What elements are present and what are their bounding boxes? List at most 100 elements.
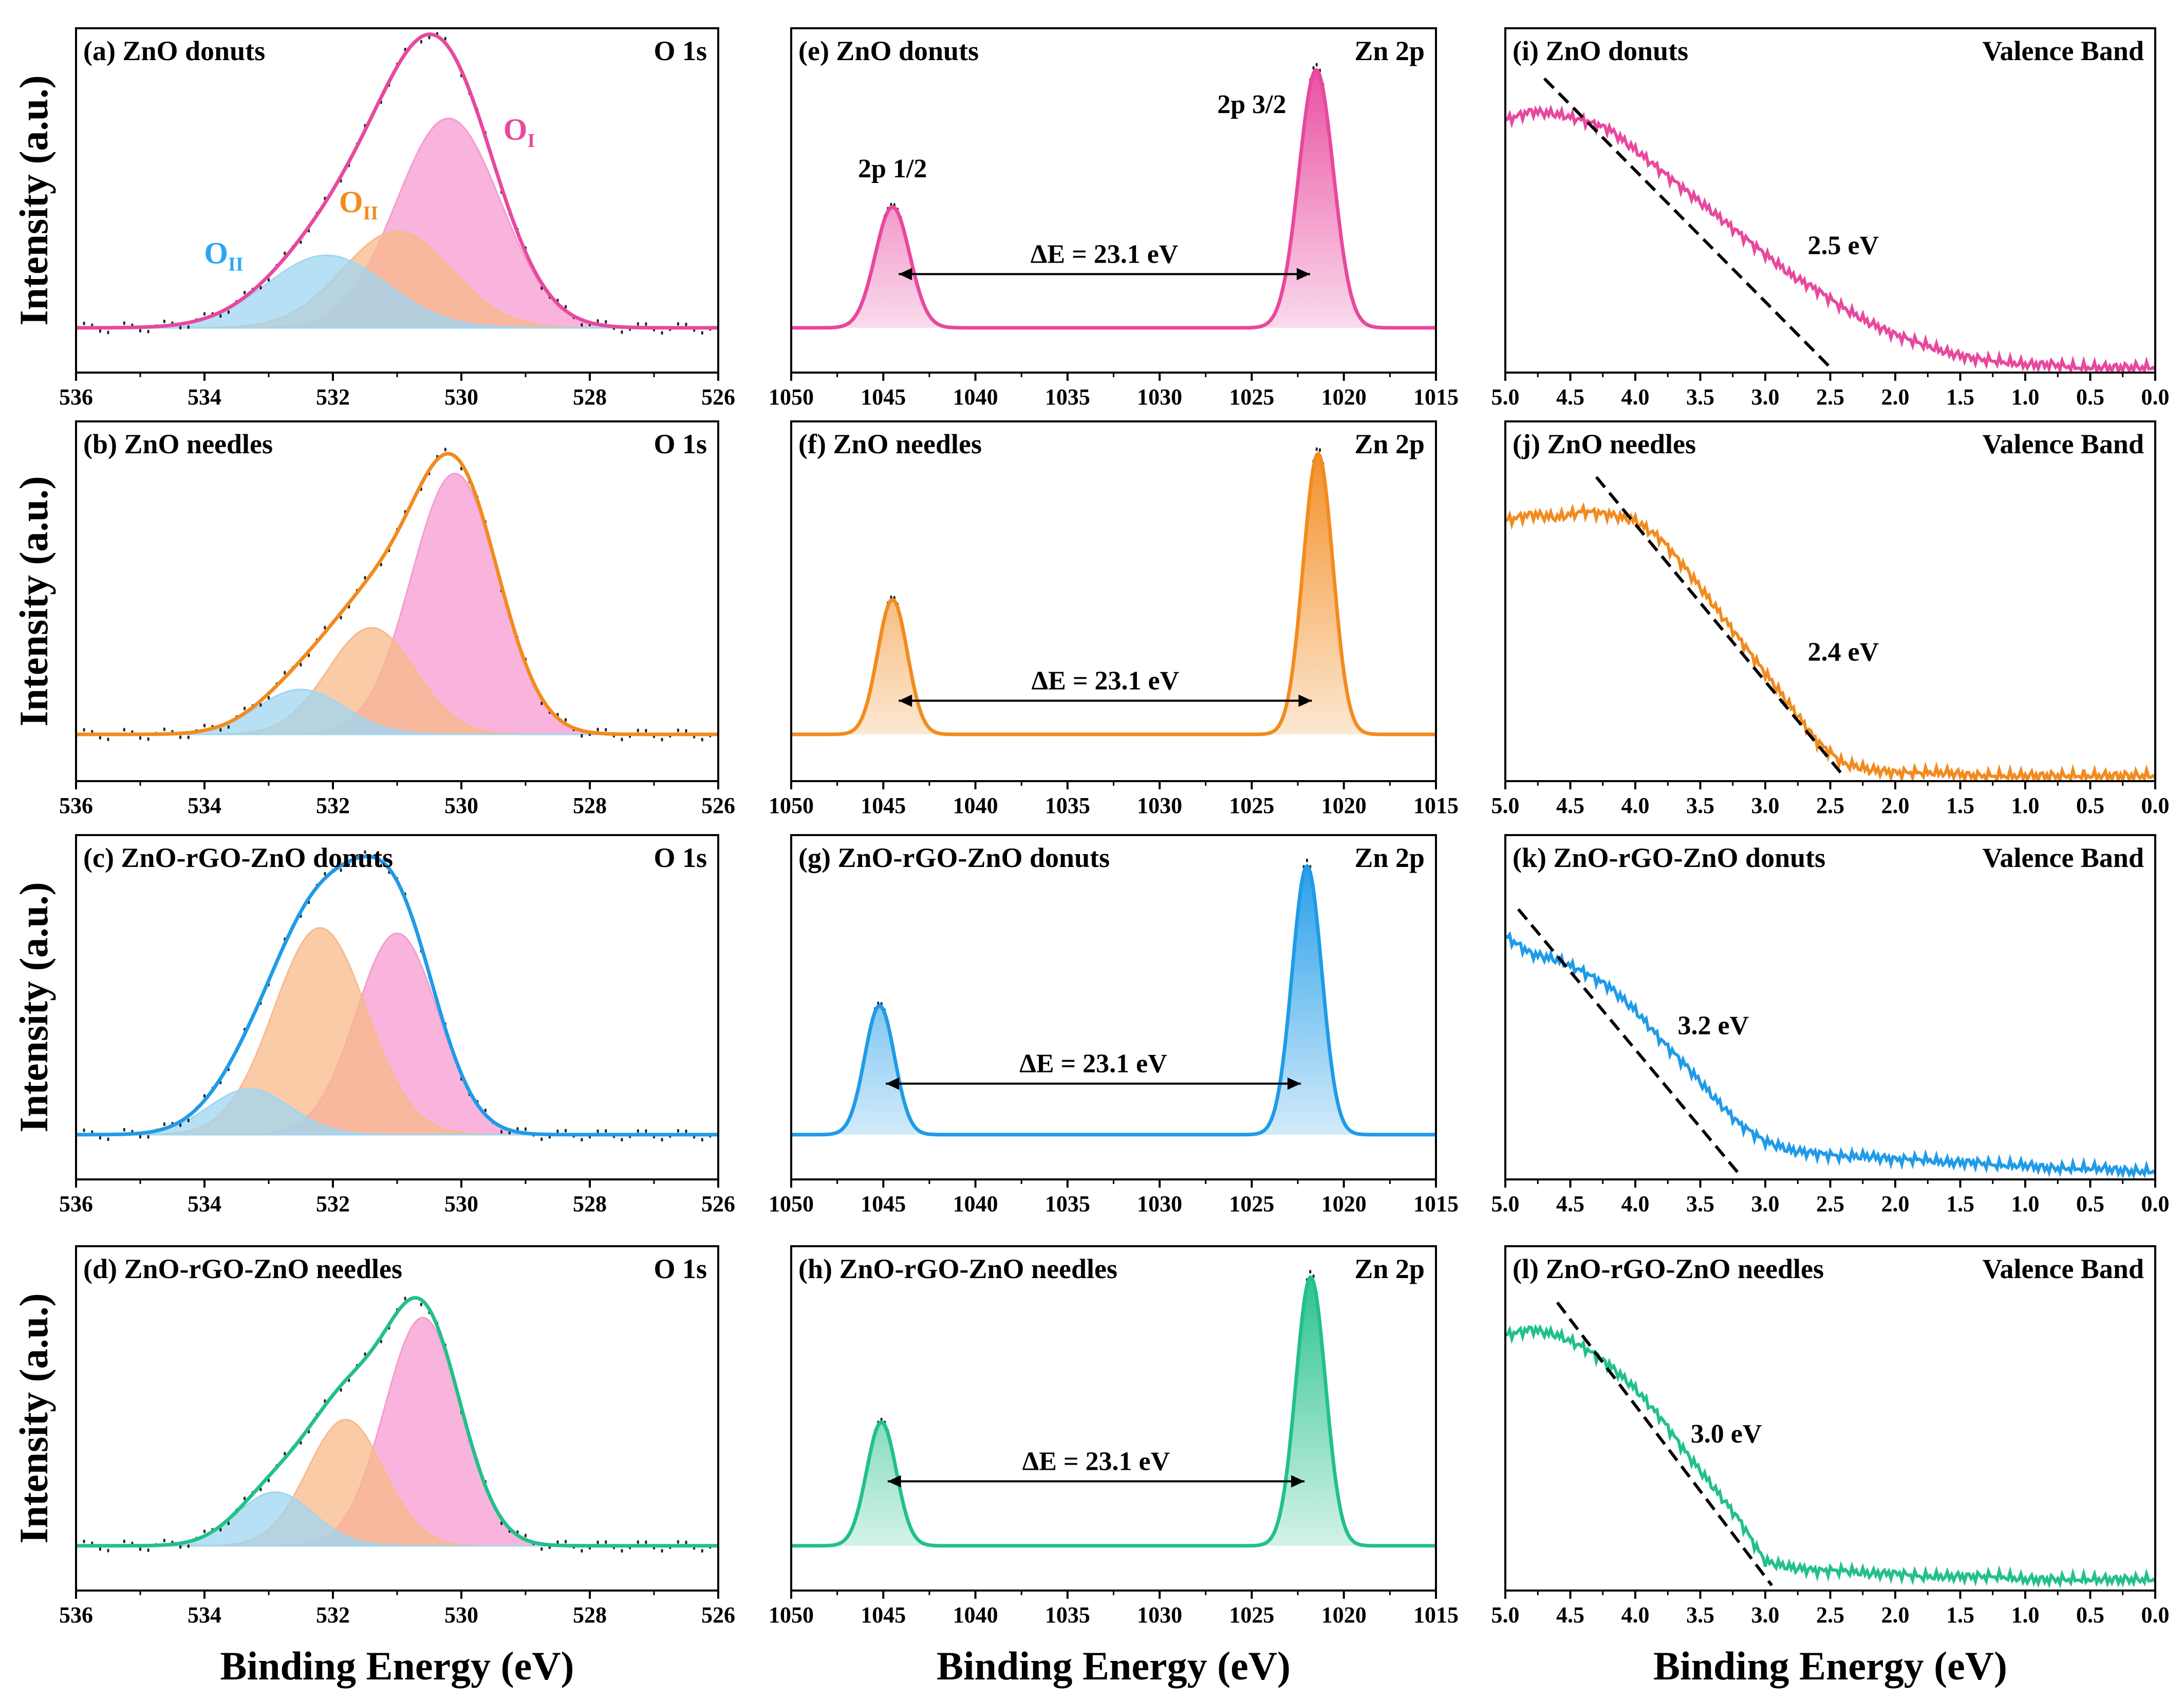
x-tick-label: 526 <box>701 1602 735 1628</box>
valence-band-line <box>1505 931 2155 1179</box>
panel-label: (f) ZnO needles <box>798 429 982 459</box>
x-tick-label: 0.5 <box>2076 1191 2104 1216</box>
x-tick-label: 530 <box>444 1191 478 1216</box>
band-gap-label: 2.5 eV <box>1807 231 1879 261</box>
x-tick-label: 4.5 <box>1556 384 1584 410</box>
x-axis-label: Binding Energy (eV) <box>220 1643 574 1688</box>
x-tick-label: 2.5 <box>1816 1191 1844 1216</box>
linear-fit-dashed-line <box>1595 476 1845 777</box>
x-tick-label: 530 <box>444 793 478 818</box>
x-tick-label: 5.0 <box>1491 384 1520 410</box>
envelope-line <box>76 32 718 330</box>
peak-fill <box>791 454 1436 734</box>
plot-area <box>76 850 718 1142</box>
delta-arrow <box>899 268 1310 281</box>
x-tick-label: 0.0 <box>2141 384 2170 410</box>
x-tick-label: 532 <box>316 793 350 818</box>
x-tick-label: 1020 <box>1321 1602 1367 1628</box>
panel-h: ΔE = 23.1 eV 1050 1045 1040 1035 1030 1025 1020… <box>769 1245 1459 1628</box>
corner-label: Valence Band <box>1982 1253 2144 1284</box>
x-tick-label: 1035 <box>1045 793 1090 818</box>
valence-band-line <box>1505 104 2155 373</box>
x-tick-label: 3.0 <box>1751 384 1780 410</box>
x-tick-label: 4.5 <box>1556 1191 1584 1216</box>
x-tick-label: 526 <box>701 1191 735 1216</box>
x-tick-label: 4.5 <box>1556 1602 1584 1628</box>
delta-arrow <box>899 694 1312 707</box>
linear-fit-dashed-line <box>1543 77 1832 369</box>
x-tick-label: 1040 <box>953 1602 998 1628</box>
x-tick-label: 1045 <box>861 793 906 818</box>
x-tick-label: 3.5 <box>1686 1191 1714 1216</box>
corner-label: O 1s <box>654 35 707 66</box>
y-axis-labels: Intensity (a.u.) Intensity (a.u.) Intensit… <box>11 75 56 1544</box>
x-tick-label: 1030 <box>1137 1191 1182 1216</box>
x-tick-label: 2.5 <box>1816 384 1844 410</box>
x-tick-label: 3.5 <box>1686 793 1714 818</box>
peak-fill <box>791 866 1436 1135</box>
x-tick-label: 0.0 <box>2141 793 2170 818</box>
panel-label: (h) ZnO-rGO-ZnO needles <box>798 1253 1117 1284</box>
fit-line <box>791 451 1436 736</box>
band-gap-label: 3.2 eV <box>1677 1011 1749 1041</box>
panel-c: 536 534 532 530 528 526 (c) ZnO-rGO-ZnO donuts… <box>59 834 735 1216</box>
peak-fill <box>791 70 1436 328</box>
panel-label: (a) ZnO donuts <box>83 35 265 66</box>
corner-label: Zn 2p <box>1354 1253 1425 1284</box>
panel-e: ΔE = 23.1 eV 2p 1/2 2p 3/2 1050 1045 1040 1035… <box>769 27 1459 410</box>
x-tick-label: 1040 <box>953 793 998 818</box>
x-tick-label: 5.0 <box>1491 1602 1520 1628</box>
x-tick-label: 1015 <box>1413 1191 1459 1216</box>
x-tick-label: 3.5 <box>1686 384 1714 410</box>
panel-b: 536 534 532 530 528 526 (b) ZnO needles O 1s <box>59 420 735 818</box>
panel-label: (e) ZnO donuts <box>798 35 979 66</box>
x-tick-label: 1045 <box>861 1602 906 1628</box>
plot-area <box>76 1296 718 1553</box>
x-tick-label: 534 <box>188 384 221 410</box>
x-tick-label: 5.0 <box>1491 1191 1520 1216</box>
delta-e-label: ΔE = 23.1 eV <box>1032 666 1180 695</box>
valence-band-line <box>1505 1323 2155 1589</box>
corner-label: O 1s <box>654 429 707 459</box>
x-tick-label: 1040 <box>953 384 998 410</box>
panel-label: (k) ZnO-rGO-ZnO donuts <box>1513 842 1825 873</box>
x-tick-label: 1030 <box>1137 793 1182 818</box>
x-tick-label: 1050 <box>769 1191 814 1216</box>
plot-area <box>1505 476 2155 781</box>
x-tick-label: 1035 <box>1045 1602 1090 1628</box>
corner-label: Valence Band <box>1982 842 2144 873</box>
x-tick-label: 534 <box>188 793 221 818</box>
x-tick-label: 530 <box>444 1602 478 1628</box>
x-tick-label: 1035 <box>1045 384 1090 410</box>
fit-line <box>791 68 1436 330</box>
panel-j: 2.4 eV 5.0 4.5 4.0 3.5 3.0 2.5 2.0 1.5 1.0 0.5 0.0 (… <box>1491 420 2170 818</box>
x-axis-label: Binding Energy (eV) <box>937 1643 1291 1688</box>
x-tick-label: 1.5 <box>1946 1602 1974 1628</box>
x-tick-label: 1.0 <box>2011 1191 2040 1216</box>
x-tick-label: 1.5 <box>1946 384 1974 410</box>
x-tick-label: 4.0 <box>1621 384 1650 410</box>
envelope-line <box>76 452 718 736</box>
corner-label: Valence Band <box>1982 35 2144 66</box>
x-tick-label: 532 <box>316 1191 350 1216</box>
peak-label-0: 2p 1/2 <box>858 154 927 183</box>
x-tick-label: 528 <box>573 384 607 410</box>
x-tick-label: 1040 <box>953 1191 998 1216</box>
x-tick-label: 1025 <box>1229 1191 1274 1216</box>
x-tick-label: 1.0 <box>2011 1602 2040 1628</box>
x-tick-label: 2.5 <box>1816 1602 1844 1628</box>
x-tick-label: 3.0 <box>1751 1602 1780 1628</box>
x-tick-label: 1030 <box>1137 1602 1182 1628</box>
x-tick-label: 1.0 <box>2011 384 2040 410</box>
x-tick-label: 536 <box>59 1191 93 1216</box>
x-tick-label: 0.0 <box>2141 1602 2170 1628</box>
panel-label: (d) ZnO-rGO-ZnO needles <box>83 1253 402 1284</box>
envelope-line <box>76 855 718 1137</box>
x-tick-label: 532 <box>316 1602 350 1628</box>
delta-arrow <box>886 1077 1301 1090</box>
corner-label: Zn 2p <box>1354 429 1425 459</box>
x-tick-label: 3.5 <box>1686 1602 1714 1628</box>
delta-e-label: ΔE = 23.1 eV <box>1022 1447 1170 1476</box>
